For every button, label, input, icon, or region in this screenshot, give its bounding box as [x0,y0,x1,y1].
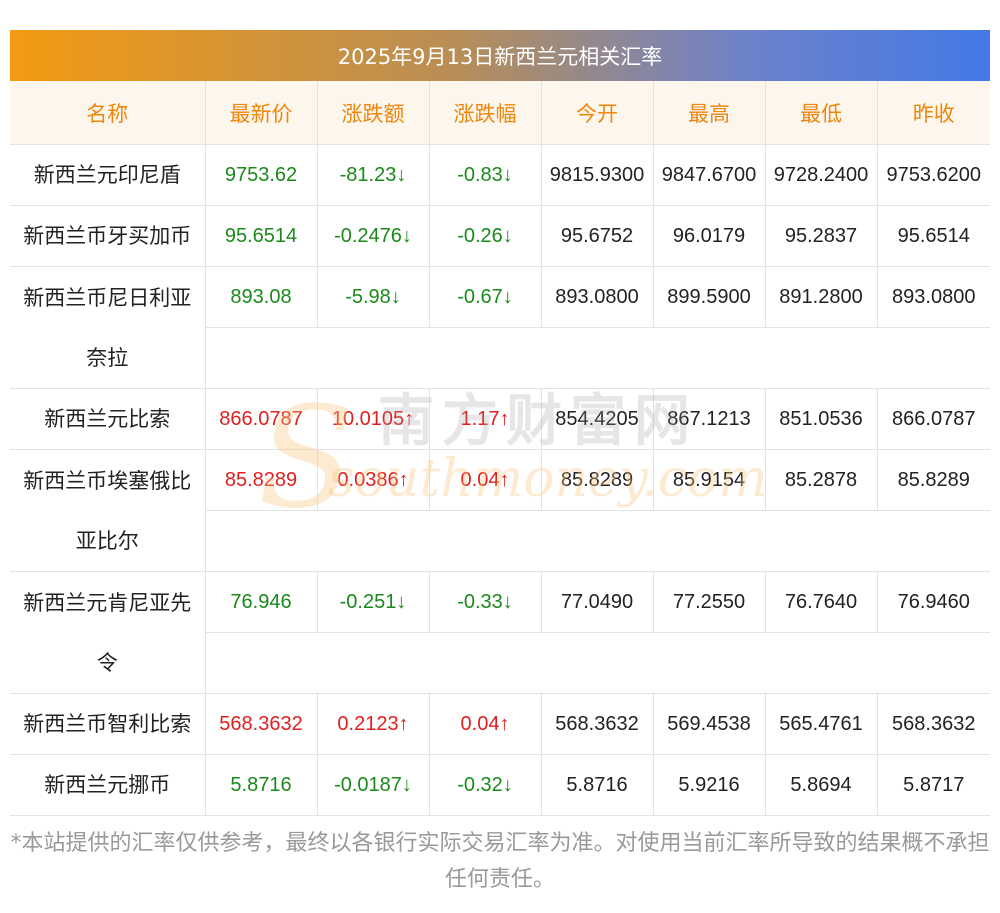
open-price: 893.0800 [541,266,654,328]
change-percent: -0.33↓ [429,571,542,633]
low-price: 95.2837 [765,205,878,267]
prev-close: 568.3632 [877,693,990,755]
latest-price: 95.6514 [205,205,318,267]
high-price: 77.2550 [653,571,766,633]
table-row: 新西兰元挪币 5.8716 -0.0187↓ -0.32↓ 5.8716 5.9… [10,754,990,816]
table-row: 新西兰元比索 866.0787 10.0105↑ 1.17↑ 854.4205 … [10,388,990,450]
high-price: 85.9154 [653,449,766,511]
currency-name-line1: 新西兰币埃塞俄比 [23,468,192,493]
prev-close: 85.8289 [877,449,990,511]
change-percent: -0.67↓ [429,266,542,328]
table-row: 新西兰币埃塞俄比 亚比尔 85.8289 0.0386↑ 0.04↑ 85.82… [10,449,990,572]
open-price: 95.6752 [541,205,654,267]
currency-name: 新西兰币埃塞俄比 亚比尔 [10,449,206,572]
change-percent: 1.17↑ [429,388,542,450]
change-amount: -0.2476↓ [317,205,430,267]
empty-cell [205,327,990,389]
prev-close: 866.0787 [877,388,990,450]
open-price: 5.8716 [541,754,654,816]
change-amount: -81.23↓ [317,144,430,206]
low-price: 851.0536 [765,388,878,450]
latest-price: 85.8289 [205,449,318,511]
open-price: 85.8289 [541,449,654,511]
open-price: 854.4205 [541,388,654,450]
prev-close: 95.6514 [877,205,990,267]
high-price: 9847.6700 [653,144,766,206]
open-price: 77.0490 [541,571,654,633]
low-price: 565.4761 [765,693,878,755]
currency-name-line2: 令 [96,650,118,675]
low-price: 9728.2400 [765,144,878,206]
exchange-rate-table: 名称 最新价 涨跌额 涨跌幅 今开 最高 最低 昨收 新西兰元印尼盾 9753.… [10,81,990,816]
currency-name: 新西兰元比索 [10,388,206,450]
currency-name: 新西兰币牙买加币 [10,205,206,267]
prev-close: 893.0800 [877,266,990,328]
change-amount: 10.0105↑ [317,388,430,450]
prev-close: 76.9460 [877,571,990,633]
currency-name-line2: 奈拉 [86,345,129,370]
latest-price: 866.0787 [205,388,318,450]
column-header: 最低 [765,81,878,145]
prev-close: 5.8717 [877,754,990,816]
table-row-spacer [10,327,990,389]
high-price: 5.9216 [653,754,766,816]
prev-close: 9753.6200 [877,144,990,206]
change-percent: 0.04↑ [429,693,542,755]
table-row: 新西兰币尼日利亚 奈拉 893.08 -5.98↓ -0.67↓ 893.080… [10,266,990,389]
table-header-row: 名称 最新价 涨跌额 涨跌幅 今开 最高 最低 昨收 [10,81,990,145]
page-title: 2025年9月13日新西兰元相关汇率 [10,30,990,81]
column-header: 今开 [541,81,654,145]
high-price: 867.1213 [653,388,766,450]
change-amount: 0.2123↑ [317,693,430,755]
high-price: 96.0179 [653,205,766,267]
latest-price: 9753.62 [205,144,318,206]
low-price: 76.7640 [765,571,878,633]
change-amount: -0.251↓ [317,571,430,633]
table-row-spacer [10,510,990,572]
column-header: 最新价 [205,81,318,145]
column-header: 涨跌额 [317,81,430,145]
change-percent: -0.83↓ [429,144,542,206]
change-amount: -0.0187↓ [317,754,430,816]
table-row: 新西兰币牙买加币 95.6514 -0.2476↓ -0.26↓ 95.6752… [10,205,990,267]
change-percent: -0.26↓ [429,205,542,267]
low-price: 5.8694 [765,754,878,816]
latest-price: 5.8716 [205,754,318,816]
change-amount: -5.98↓ [317,266,430,328]
currency-name: 新西兰币尼日利亚 奈拉 [10,266,206,389]
column-header: 名称 [10,81,206,145]
currency-name-line1: 新西兰元肯尼亚先 [23,590,192,615]
table-row: 新西兰币智利比索 568.3632 0.2123↑ 0.04↑ 568.3632… [10,693,990,755]
column-header: 昨收 [877,81,990,145]
latest-price: 893.08 [205,266,318,328]
open-price: 568.3632 [541,693,654,755]
currency-name: 新西兰元印尼盾 [10,144,206,206]
column-header: 最高 [653,81,766,145]
latest-price: 568.3632 [205,693,318,755]
currency-name-line1: 新西兰币尼日利亚 [23,285,192,310]
table-row-spacer [10,632,990,694]
change-amount: 0.0386↑ [317,449,430,511]
currency-name: 新西兰元挪币 [10,754,206,816]
column-header: 涨跌幅 [429,81,542,145]
currency-name: 新西兰元肯尼亚先 令 [10,571,206,694]
high-price: 899.5900 [653,266,766,328]
table-row: 新西兰元肯尼亚先 令 76.946 -0.251↓ -0.33↓ 77.0490… [10,571,990,694]
change-percent: 0.04↑ [429,449,542,511]
open-price: 9815.9300 [541,144,654,206]
change-percent: -0.32↓ [429,754,542,816]
low-price: 891.2800 [765,266,878,328]
disclaimer-text: *本站提供的汇率仅供参考，最终以各银行实际交易汇率为准。对使用当前汇率所导致的结… [10,831,990,892]
currency-name-line2: 亚比尔 [75,528,139,553]
currency-name: 新西兰币智利比索 [10,693,206,755]
high-price: 569.4538 [653,693,766,755]
empty-cell [205,632,990,694]
low-price: 85.2878 [765,449,878,511]
table-row: 新西兰元印尼盾 9753.62 -81.23↓ -0.83↓ 9815.9300… [10,144,990,206]
latest-price: 76.946 [205,571,318,633]
empty-cell [205,510,990,572]
